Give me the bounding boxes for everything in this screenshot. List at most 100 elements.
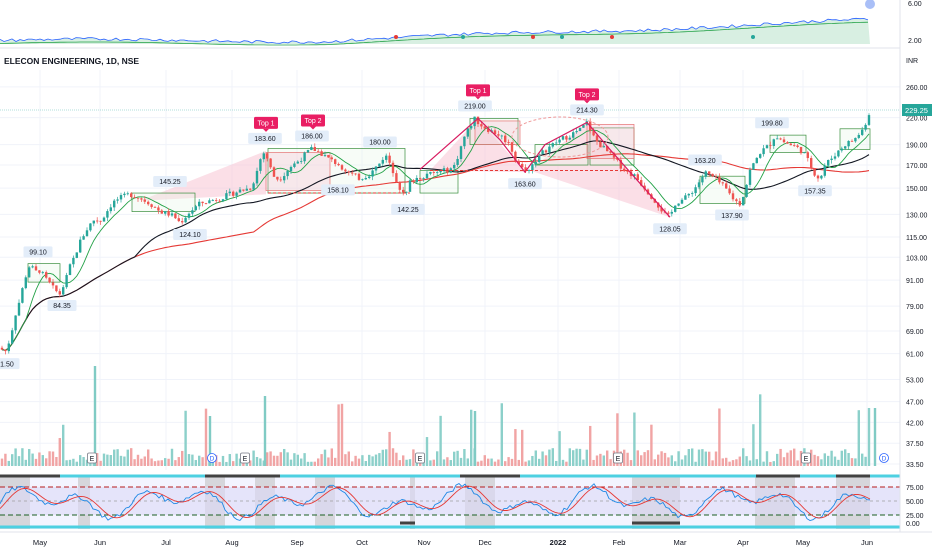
earnings-marker[interactable] [87, 452, 97, 464]
candle-body [252, 183, 255, 190]
volume-bar [873, 408, 877, 466]
top-marker-pointer [475, 96, 481, 100]
candle-body [779, 138, 782, 140]
volume-bar [616, 413, 619, 466]
candle-body [357, 173, 361, 180]
stochastic-tick: 25.00 [906, 513, 924, 520]
volume-bar [725, 457, 728, 466]
volume-bar [714, 451, 718, 466]
candle-body [48, 277, 51, 283]
candle-body [799, 146, 803, 154]
price-tick: 61.00 [906, 352, 924, 359]
event-markers: E E E E ED D [87, 452, 889, 464]
earnings-marker[interactable] [613, 452, 623, 464]
volume-bar [745, 456, 748, 466]
candle-body [385, 155, 388, 160]
volume-bar [738, 456, 741, 466]
candle-body [436, 172, 439, 174]
earnings-marker[interactable] [415, 452, 425, 464]
candle-body [289, 166, 293, 172]
volume-bar [14, 448, 17, 466]
candle-body [102, 217, 106, 222]
candle-body [742, 196, 745, 206]
candle-body [640, 180, 643, 186]
candle-body [697, 182, 701, 188]
volume-bar [102, 453, 106, 466]
dividend-marker[interactable] [207, 453, 217, 463]
earnings-marker-label: E [804, 456, 809, 463]
stochastic-pane [0, 474, 900, 529]
candle-body [592, 130, 595, 136]
candle-body [721, 182, 724, 184]
earnings-marker[interactable] [801, 452, 811, 464]
volume-bar [793, 448, 796, 466]
top-marker-pointer [263, 128, 269, 132]
candle-body [194, 206, 197, 211]
time-tick: Nov [417, 538, 431, 547]
volume-bar [510, 458, 514, 466]
candle-body [493, 130, 497, 135]
volume-bar [31, 453, 34, 466]
volume-bar [667, 457, 670, 466]
candle-body [184, 217, 187, 223]
candle-body [140, 198, 143, 200]
candle-body [330, 157, 333, 160]
candle-body [510, 142, 514, 152]
candle-body [106, 211, 109, 218]
volume-bar [317, 458, 320, 466]
volume-bar [276, 455, 279, 466]
candle-body [769, 145, 772, 147]
volume-bar [742, 448, 745, 466]
volume-bar [840, 450, 843, 466]
candle-body [306, 150, 310, 153]
top-marker-label: Top 2 [304, 118, 321, 125]
time-tick: May [796, 538, 810, 547]
volume-bar [864, 456, 867, 466]
price-label: 158.10 [327, 188, 349, 195]
candle-body [232, 191, 235, 196]
volume-bar [55, 456, 58, 466]
volume-bar [293, 453, 296, 466]
price-tick: 150.00 [906, 186, 928, 193]
volume-bar [337, 404, 340, 466]
volume-bar [395, 452, 398, 466]
candle-body [538, 153, 541, 163]
candle-body [514, 151, 517, 161]
candle-body [62, 287, 65, 295]
candle-body [861, 129, 864, 135]
volume-bar [623, 449, 626, 466]
price-label: 183.60 [254, 136, 276, 143]
time-tick: Jun [861, 538, 873, 547]
volume-bar [201, 457, 204, 466]
price-label-bg [173, 228, 207, 240]
volume-bar [544, 455, 548, 466]
candle-body [272, 167, 276, 177]
candle-body [68, 264, 72, 276]
dividend-marker[interactable] [879, 453, 889, 463]
dividend-marker-label: D [882, 456, 887, 463]
price-axis[interactable]: INR 260.00 220.00 190.00 170.00 150.00 130.00… [899, 0, 928, 532]
time-tick: Oct [356, 538, 369, 547]
candle-body [364, 177, 367, 180]
candle-body [398, 181, 401, 190]
volume-bar [0, 458, 4, 466]
candle-body [65, 275, 68, 288]
volume-bar [143, 456, 146, 466]
time-axis[interactable]: May Jun Jul Aug Sep Oct Nov Dec 2022 Feb Mar Apr May… [0, 531, 932, 547]
candle-body [419, 177, 422, 179]
candle-body [466, 128, 469, 137]
candle-body [334, 159, 337, 164]
volume-bar [463, 449, 466, 466]
volume-bar [300, 458, 303, 466]
candle-body [170, 213, 174, 216]
candle-body [476, 116, 480, 125]
volume-bar [476, 461, 480, 466]
volume-bar [208, 416, 212, 466]
candle-body [408, 180, 412, 192]
candle-body [391, 162, 395, 174]
candle-body [517, 160, 520, 164]
earnings-marker[interactable] [240, 452, 250, 464]
candle-body [215, 200, 218, 201]
candle-body [844, 146, 847, 149]
